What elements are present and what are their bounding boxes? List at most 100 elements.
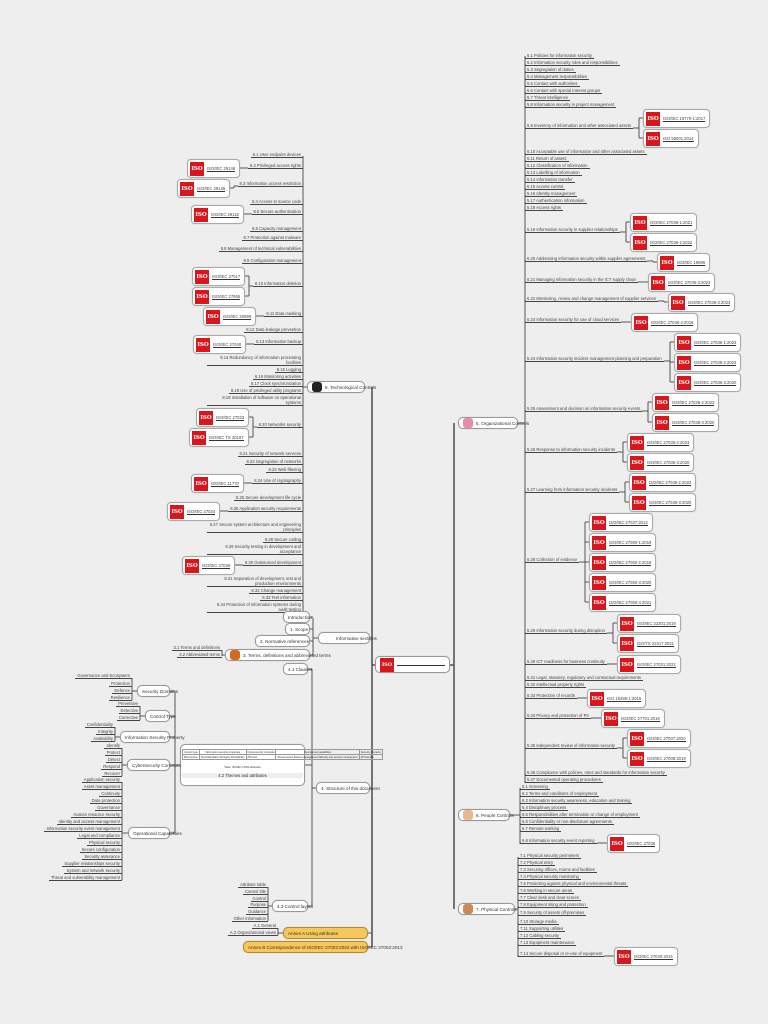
physical-control-item[interactable]: 7.8 Equipment siting and protection: [518, 902, 588, 908]
physical-control-item[interactable]: 7.12 Cabling security: [518, 933, 562, 939]
control-layout-item[interactable]: Purpose: [248, 902, 268, 908]
iso-reference-badge[interactable]: ISO ISO/IEC 27035-2:2023: [652, 393, 720, 412]
physical-control-item[interactable]: 7.9 Security of assets off-premises: [518, 910, 587, 916]
iso-reference-link[interactable]: ISO/IEC 27035-2:2023: [647, 439, 690, 446]
iso-27002-root-node[interactable]: ISO: [375, 656, 450, 673]
attribute-value-item[interactable]: Recover: [102, 771, 122, 777]
people-controls-node[interactable]: 6. People Controls: [458, 809, 514, 821]
iso-reference-link[interactable]: ISO/IEC 27050-1:2019: [609, 539, 652, 546]
people-control-item[interactable]: 6.8 Information security event reporting: [520, 838, 597, 844]
attribute-value-item[interactable]: Defence: [112, 688, 132, 694]
tech-control-item[interactable]: 8.6 Capacity management: [250, 226, 303, 232]
iso-reference-link[interactable]: ISO/IEC 29146: [197, 185, 226, 192]
org-control-item[interactable]: 5.25 Assessment and decision on informat…: [525, 406, 643, 412]
iso-reference-link[interactable]: ISO/IEC 27036-3:2023: [668, 279, 711, 286]
physical-control-item[interactable]: 7.14 Secure disposal or re-use of equipm…: [518, 951, 605, 957]
iso-reference-link[interactable]: ISO/IEC 27036: [202, 562, 231, 569]
people-control-item[interactable]: 6.3 Information security awareness, educ…: [520, 798, 633, 804]
iso-reference-link[interactable]: ISO/IEC 27033: [216, 414, 245, 421]
iso-reference-link[interactable]: ISO/IEC 29115: [211, 211, 239, 218]
tech-control-item[interactable]: 8.34 Protection of information systems d…: [207, 602, 303, 613]
iso-reference-badge[interactable]: ISO ISO/IEC 27035-2:2023: [627, 433, 695, 452]
control-layout-node[interactable]: 4.3 Control layout: [272, 900, 313, 912]
iso-reference-badge[interactable]: ISO ISO/IEC 27036-4:2016: [631, 313, 699, 332]
iso-reference-link[interactable]: ISO/IEC 19770-1:2017: [663, 115, 706, 122]
iso-reference-badge[interactable]: ISO ISO 15489-1:2016: [587, 689, 647, 708]
tech-control-item[interactable]: 8.18 Use of privileged utility programs: [228, 388, 303, 394]
structure-node[interactable]: 4. Structure of this document: [316, 782, 380, 794]
org-control-item[interactable]: 5.30 ICT readiness for business continui…: [525, 659, 607, 665]
attribute-value-item[interactable]: Respond: [101, 764, 122, 770]
tech-control-item[interactable]: 8.33 Test information: [260, 595, 303, 601]
tech-control-item[interactable]: 8.23 Web filtering: [266, 467, 303, 473]
iso-reference-link[interactable]: ISO/IEC 27036-3:2023: [688, 299, 731, 306]
people-control-item[interactable]: 6.4 Disciplinary process: [520, 805, 569, 811]
iso-reference-badge[interactable]: ISO ISO/IEC 27036: [182, 556, 236, 575]
org-control-item[interactable]: 5.33 Protection of records: [525, 693, 577, 699]
org-control-item[interactable]: 5.28 Collection of evidence: [525, 557, 580, 563]
attribute-value-item[interactable]: Human resource security: [71, 812, 122, 818]
iso-reference-badge[interactable]: ISO ISO/IEC 29146: [177, 179, 231, 198]
org-control-item[interactable]: 5.15 Access control: [525, 184, 566, 190]
attribute-value-item[interactable]: Continuity: [99, 791, 122, 797]
tech-control-item[interactable]: 8.22 Segregation of networks: [244, 459, 303, 465]
attribute-value-item[interactable]: Secure configuration: [79, 847, 122, 853]
tech-control-item[interactable]: 8.3 Information access restriction: [237, 181, 303, 187]
org-control-item[interactable]: 5.19 Information security in supplier re…: [525, 227, 620, 233]
iso-reference-badge[interactable]: ISO ISO/IEC 27017: [192, 267, 246, 286]
physical-control-item[interactable]: 7.11 Supporting utilities: [518, 926, 566, 932]
iso-reference-badge[interactable]: ISO ISO/IEC 27035-2:2023: [629, 473, 697, 492]
attribute-value-item[interactable]: Information security event management: [44, 826, 122, 832]
iso-reference-link[interactable]: ISO/IEC 27050-2:2018: [609, 559, 652, 566]
attribute-value-item[interactable]: Protect: [104, 750, 122, 756]
tech-control-item[interactable]: 8.30 Outsourced development: [242, 560, 303, 566]
informative-sections-node[interactable]: Informative sections: [318, 632, 377, 644]
attribute-value-item[interactable]: Legal and compliance: [77, 833, 122, 839]
iso-reference-badge[interactable]: ISO ISO/IEC 27008:2019: [627, 749, 691, 768]
tech-control-item[interactable]: 8.21 Security of network services: [237, 451, 303, 457]
iso-reference-badge[interactable]: ISO ISO/IEC 27701:2019: [601, 709, 665, 728]
iso-reference-badge[interactable]: ISO ISO/IEC 27033: [196, 408, 250, 427]
iso-reference-badge[interactable]: ISO ISO/IEC 19086: [657, 253, 711, 272]
organizational-controls-node[interactable]: 5. Organizational Controls: [458, 417, 529, 429]
attribute-value-item[interactable]: Corrective: [116, 715, 140, 721]
iso-reference-badge[interactable]: ISO ISO/IEC 27007:2020: [627, 729, 691, 748]
iso-reference-link[interactable]: ISO/IEC 27040: [213, 341, 242, 348]
attribute-value-item[interactable]: Identify: [104, 743, 122, 749]
tech-control-item[interactable]: 8.17 Clock synchronization: [248, 381, 303, 387]
tech-control-item[interactable]: 8.14 Redundancy of information processin…: [207, 355, 303, 366]
iso-reference-badge[interactable]: ISO ISO/IEC 27036-2:2022: [630, 233, 698, 252]
org-control-item[interactable]: 5.20 Addressing information security wit…: [525, 256, 648, 262]
iso-reference-link[interactable]: ISO/IEC 27008:2019: [647, 755, 686, 762]
people-control-item[interactable]: 6.1 Screening: [520, 784, 550, 790]
org-control-item[interactable]: 5.34 Privacy and protection of PII: [525, 713, 591, 719]
tech-control-item[interactable]: 8.20 Networks security: [256, 422, 303, 428]
org-control-item[interactable]: 5.3 Segregation of duties: [525, 67, 576, 73]
terms-item[interactable]: 3.2 Abbreviated terms: [177, 652, 222, 658]
attribute-value-item[interactable]: Threat and vulnerability management: [48, 875, 122, 881]
iso-reference-link[interactable]: ISO/IEC 27035-3:2020: [649, 499, 692, 506]
iso-reference-badge[interactable]: ISO ISO/IEC 27034: [167, 502, 221, 521]
attribute-category-node[interactable]: Control Type: [145, 710, 176, 722]
attribute-value-item[interactable]: Resilience: [108, 695, 132, 701]
attribute-value-item[interactable]: Asset management: [81, 784, 122, 790]
org-control-item[interactable]: 5.11 Return of assets: [525, 156, 569, 162]
iso-reference-badge[interactable]: ISO ISO/IEC 27035-3:2020: [627, 453, 695, 472]
physical-control-item[interactable]: 7.4 Physical security monitoring: [518, 874, 581, 880]
tech-control-item[interactable]: 8.1 User endpoint devices: [250, 152, 303, 158]
iso-reference-badge[interactable]: ISO ISO/IEC 29115: [191, 205, 244, 224]
iso-reference-link[interactable]: ISO 15489-1:2016: [607, 695, 642, 702]
tech-control-item[interactable]: 8.15 Logging: [274, 367, 303, 373]
iso-reference-link[interactable]: ISO/IEC 27036-4:2016: [651, 319, 694, 326]
attribute-value-item[interactable]: Physical security: [86, 840, 122, 846]
iso-reference-link[interactable]: ISO/IEC 27035-1:2023: [694, 339, 737, 346]
org-control-item[interactable]: 5.32 Intellectual property rights: [525, 682, 587, 688]
attribute-value-item[interactable]: Governance and Ecosystem: [75, 673, 132, 679]
iso-reference-badge[interactable]: ISO ISO/IEC 27050-2:2018: [589, 553, 657, 572]
iso-reference-link[interactable]: ISO/IEC 27040:2015: [634, 953, 673, 960]
physical-control-item[interactable]: 7.7 Clear desk and clear screen: [518, 895, 582, 901]
iso-reference-badge[interactable]: ISO ISO/IEC 27031:2022: [617, 655, 681, 674]
org-control-item[interactable]: 5.27 Learning from information security …: [525, 487, 620, 493]
iso-reference-link[interactable]: ISO/IEC 27034: [187, 508, 216, 515]
physical-control-item[interactable]: 7.6 Working in secure areas: [518, 888, 575, 894]
